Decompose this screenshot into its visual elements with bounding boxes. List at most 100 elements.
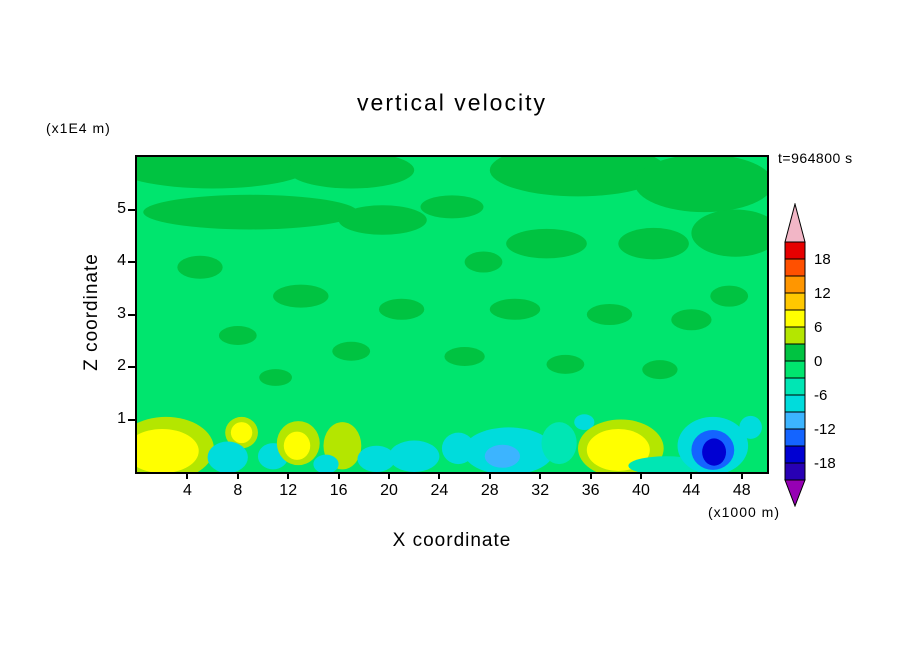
contour-field: [137, 157, 767, 472]
contour-blob: [634, 157, 767, 213]
contour-blob: [389, 440, 440, 472]
y-tick-mark: [128, 313, 135, 316]
x-tick-mark: [690, 472, 693, 479]
contour-blob: [338, 205, 427, 235]
contour-blob: [484, 444, 521, 468]
colorbar-band: [784, 309, 806, 328]
colorbar-band: [784, 275, 806, 294]
colorbar-band: [784, 445, 806, 464]
contour-blob: [586, 304, 633, 325]
colorbar-label: 0: [814, 352, 823, 370]
colorbar-band: [784, 428, 806, 447]
y-tick-mark: [128, 208, 135, 211]
contour-blob: [506, 228, 587, 259]
colorbar-band: [784, 394, 806, 413]
contour-blob: [357, 445, 396, 472]
colorbar-band: [784, 326, 806, 345]
contour-blob: [642, 360, 678, 380]
y-tick-mark: [128, 366, 135, 368]
x-tick-mark: [388, 472, 390, 479]
contour-blob: [586, 428, 650, 471]
contour-blob: [574, 414, 595, 430]
x-tick-mark: [589, 472, 592, 479]
contour-blob: [710, 285, 749, 307]
contour-blob: [283, 431, 311, 460]
colorbar-band: [784, 258, 806, 277]
y-tick-mark: [128, 418, 135, 421]
colorbar-band: [784, 411, 806, 430]
contour-blob: [230, 422, 253, 444]
x-tick-label: 12: [279, 482, 298, 499]
x-tick-mark: [236, 472, 239, 479]
y-tick-label: 2: [117, 357, 126, 374]
colorbar-band: [784, 292, 806, 311]
contour-blob: [444, 347, 485, 366]
contour-blob: [288, 157, 415, 189]
x-tick-label: 24: [430, 482, 449, 499]
colorbar-band: [784, 343, 806, 362]
x-tick-label: 48: [732, 482, 751, 499]
y-tick-label: 5: [117, 199, 126, 217]
contour-blob: [218, 326, 257, 345]
contour-blob: [541, 422, 577, 465]
contour-blob: [273, 284, 329, 308]
contour-blob: [618, 227, 689, 260]
contour-blob: [332, 341, 371, 361]
colorbar-strip: [784, 202, 806, 508]
x-tick-mark: [488, 472, 491, 479]
colorbar-label: 12: [814, 284, 831, 302]
x-tick-mark: [287, 472, 290, 479]
colorbar-label: -18: [814, 454, 836, 472]
colorbar-label: -6: [814, 386, 828, 404]
contour-blob: [137, 157, 314, 189]
x-tick-mark: [539, 472, 542, 479]
contour-blob: [546, 354, 585, 374]
y-tick-label: 1: [117, 409, 126, 427]
x-tick-label: 40: [632, 482, 650, 499]
colorbar-band: [784, 360, 806, 379]
colorbar-band: [784, 462, 806, 481]
contour-blob: [313, 454, 339, 472]
colorbar-label: -12: [814, 420, 836, 438]
x-tick-mark: [337, 472, 340, 479]
contour-blob: [420, 195, 484, 219]
contour-blob: [489, 157, 667, 197]
contour-blob: [143, 194, 358, 230]
contour-blob: [702, 438, 727, 466]
contour-blob: [464, 251, 503, 273]
contour-blob: [691, 209, 767, 257]
y-tick-label: 3: [117, 304, 126, 322]
time-label: t=964800 s: [778, 150, 853, 166]
plot-area: [135, 155, 769, 474]
contour-blob: [489, 298, 541, 320]
colorbar-label: 18: [814, 250, 831, 268]
x-tick-label: 4: [182, 482, 192, 499]
x-tick-mark: [186, 472, 189, 479]
x-axis-label: X coordinate: [392, 530, 512, 551]
colorbar-band: [784, 377, 806, 396]
contour-blob: [177, 255, 223, 279]
contour-blob: [378, 298, 425, 320]
x-tick-label: 28: [480, 482, 499, 499]
colorbar-arrow-bottom: [784, 479, 806, 508]
x-tick-label: 20: [380, 482, 398, 499]
chart-title: vertical velocity: [357, 89, 547, 116]
x-axis-units: (x1000 m): [707, 504, 780, 520]
contour-blob: [739, 415, 762, 439]
y-tick-mark: [128, 261, 135, 263]
x-tick-label: 36: [581, 482, 600, 499]
x-tick-mark: [438, 472, 441, 479]
colorbar-band: [784, 241, 806, 260]
contour-blob: [137, 428, 199, 472]
x-tick-mark: [640, 472, 642, 479]
contour-blob: [207, 441, 248, 472]
y-axis-units: (x1E4 m): [46, 120, 111, 136]
x-tick-mark: [740, 472, 743, 479]
colorbar-label: 6: [814, 318, 823, 336]
x-tick-label: 8: [233, 482, 243, 499]
colorbar: [784, 202, 806, 512]
x-tick-label: 16: [329, 482, 348, 499]
contour-blob: [259, 369, 292, 386]
x-tick-label: 32: [531, 482, 550, 499]
